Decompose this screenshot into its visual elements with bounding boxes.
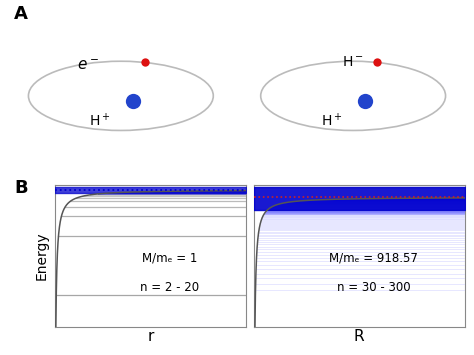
X-axis label: r: r xyxy=(147,329,154,344)
Text: B: B xyxy=(14,179,28,197)
Text: M/mₑ = 918.57

n = 30 - 300: M/mₑ = 918.57 n = 30 - 300 xyxy=(329,251,418,294)
Y-axis label: Energy: Energy xyxy=(35,231,49,280)
X-axis label: R: R xyxy=(354,329,365,344)
Text: $e^-$: $e^-$ xyxy=(77,58,99,73)
Text: H$^+$: H$^+$ xyxy=(89,112,110,129)
Text: H$^-$: H$^-$ xyxy=(342,55,364,69)
Text: M/mₑ = 1

n = 2 - 20: M/mₑ = 1 n = 2 - 20 xyxy=(140,251,199,294)
Text: H$^+$: H$^+$ xyxy=(321,112,343,129)
Text: A: A xyxy=(14,5,28,23)
